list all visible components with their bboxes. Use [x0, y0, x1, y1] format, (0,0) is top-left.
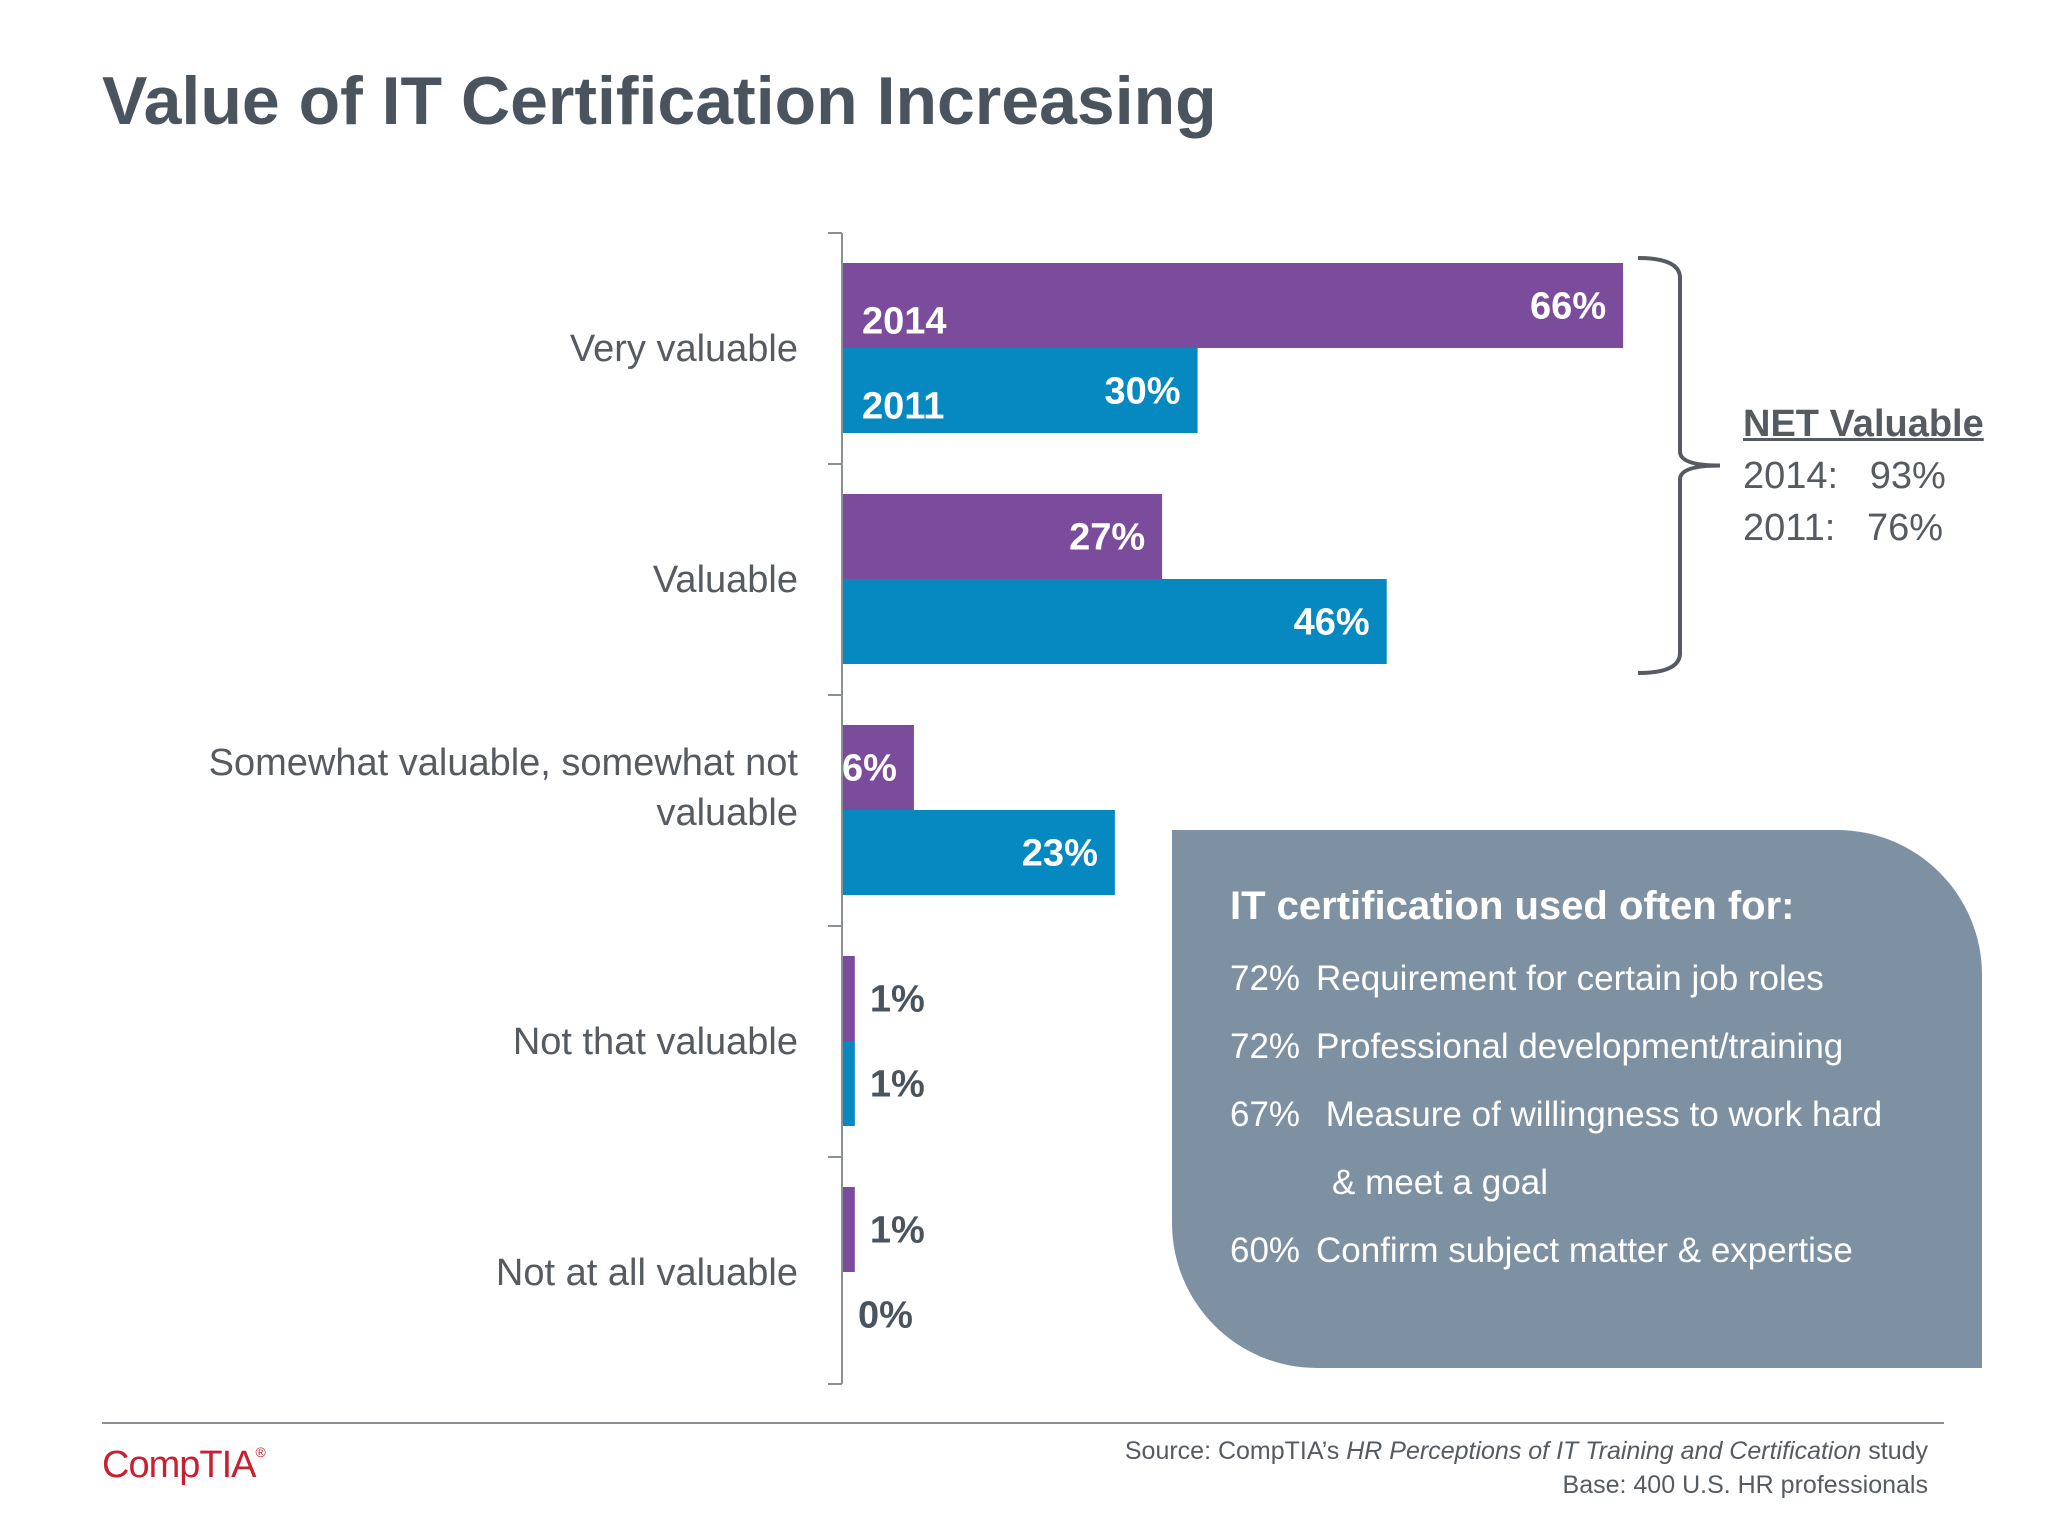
- category-label: Not that valuable: [513, 1021, 798, 1063]
- info-item-pct: 72%: [1230, 1027, 1301, 1066]
- info-item: 72% Requirement for certain job roles: [1230, 945, 1982, 1013]
- net-valuable-2011: 2011: 76%: [1743, 507, 1944, 549]
- category-label: Valuable: [653, 559, 798, 601]
- logo-text: CompTIA: [102, 1444, 256, 1486]
- category-label-line: Somewhat valuable, somewhat not: [209, 742, 799, 784]
- net-valuable-title: NET Valuable: [1743, 403, 1984, 445]
- bar-value-label: 27%: [1069, 517, 1145, 559]
- bar-value-label: 30%: [1105, 371, 1181, 413]
- category-label-line: Valuable: [653, 559, 798, 601]
- net-valuable-2014: 2014: 93%: [1743, 455, 1946, 497]
- info-item-text: & meet a goal: [1332, 1163, 1548, 1202]
- info-item-text: Requirement for certain job roles: [1316, 959, 1824, 998]
- info-panel: IT certification used often for: 72% Requ…: [1172, 830, 1982, 1368]
- bar-2011: [843, 579, 1387, 664]
- info-item: 60% Confirm subject matter & expertise: [1230, 1217, 1982, 1285]
- bar-value-label: 6%: [842, 748, 897, 790]
- source-note: Source: CompTIA’s HR Perceptions of IT T…: [1125, 1434, 1928, 1502]
- series-label-2011: 2011: [862, 386, 944, 428]
- bar-value-label: 1%: [870, 1210, 925, 1252]
- category-label-line: valuable: [656, 792, 798, 834]
- bar-value-label: 1%: [870, 1064, 925, 1106]
- info-panel-title: IT certification used often for:: [1230, 884, 1795, 928]
- category-label-line: Not at all valuable: [496, 1252, 798, 1294]
- bar-2014: [843, 494, 1163, 579]
- category-label: Not at all valuable: [496, 1252, 798, 1294]
- info-item: 72% Professional development/training: [1230, 1013, 1982, 1081]
- info-item: 67% Measure of willingness to work hard: [1230, 1081, 1982, 1149]
- bar-2011: [843, 810, 1115, 895]
- category-label: Very valuable: [570, 328, 798, 370]
- info-item-text: Professional development/training: [1316, 1027, 1844, 1066]
- bar-2014: [843, 725, 914, 810]
- source-study-title: HR Perceptions of IT Training and Certif…: [1346, 1437, 1862, 1465]
- info-item-text: Measure of willingness to work hard: [1316, 1095, 1883, 1134]
- category-label-line: Not that valuable: [513, 1021, 798, 1063]
- footer-divider: [102, 1422, 1944, 1424]
- category-label: Somewhat valuable, somewhat not valuable: [209, 742, 799, 834]
- registered-mark-icon: ®: [255, 1444, 265, 1460]
- page-title: Value of IT Certification Increasing: [102, 63, 1217, 139]
- info-item-continuation: & meet a goal: [1230, 1149, 1982, 1217]
- bar-2014: [843, 956, 855, 1041]
- net-valuable-summary: NET Valuable 2014: 93% 2011: 76%: [1743, 398, 1984, 554]
- series-label-2014: 2014: [862, 301, 947, 343]
- bar-value-label: 1%: [870, 979, 925, 1021]
- bar-value-label: 66%: [1530, 286, 1606, 328]
- bar-2011: [843, 348, 1198, 433]
- net-valuable-bracket: [1637, 256, 1721, 675]
- bar-2014: [843, 263, 1624, 348]
- base-line: Base: 400 U.S. HR professionals: [1562, 1471, 1928, 1499]
- info-item-pct: 67%: [1230, 1095, 1301, 1134]
- source-line: Source: CompTIA’s HR Perceptions of IT T…: [1125, 1434, 1928, 1468]
- source-prefix: Source: CompTIA’s: [1124, 1437, 1347, 1465]
- info-item-pct: 72%: [1230, 959, 1301, 998]
- bar-2014: [843, 1187, 855, 1272]
- category-label-line: Very valuable: [570, 328, 798, 370]
- comptia-logo: CompTIA®: [102, 1444, 266, 1487]
- source-suffix: study: [1861, 1437, 1928, 1465]
- bar-2011: [843, 1041, 855, 1126]
- info-item-text: Confirm subject matter & expertise: [1316, 1231, 1853, 1270]
- bar-value-label: 46%: [1294, 602, 1370, 644]
- info-item-pct: 60%: [1230, 1231, 1301, 1270]
- bar-value-label: 0%: [858, 1295, 913, 1337]
- bar-value-label: 23%: [1022, 833, 1098, 875]
